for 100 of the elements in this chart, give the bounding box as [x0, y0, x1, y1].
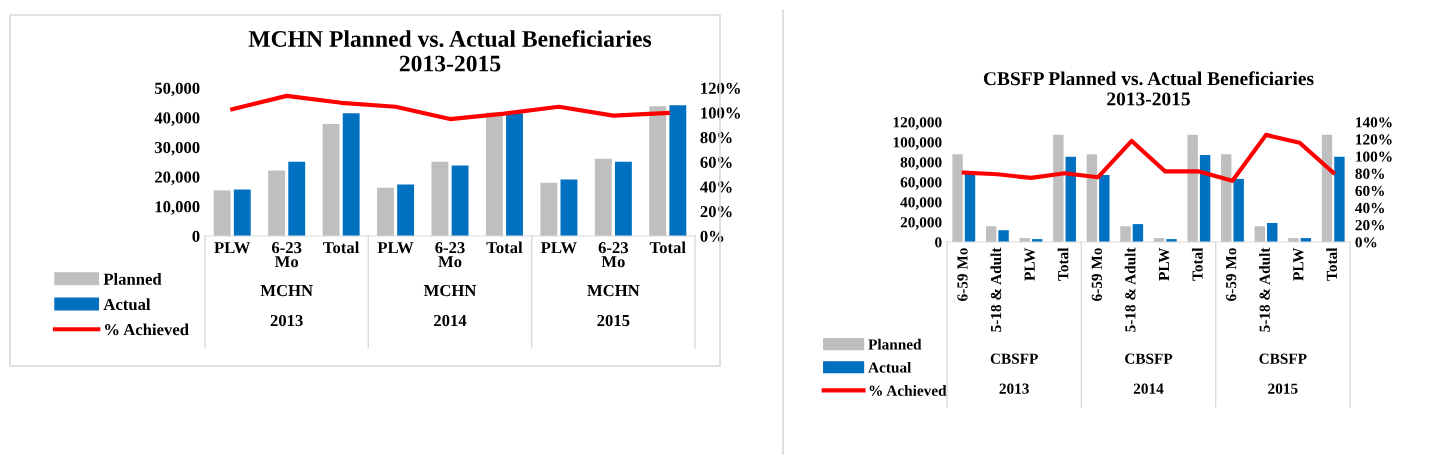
- x-tick-label: PLW: [1293, 247, 1304, 281]
- bar: [1099, 175, 1110, 242]
- y2-tick-label: 80%: [700, 132, 732, 144]
- x-tick-label: PLW: [1024, 247, 1035, 281]
- y-tick-label: 100,000: [893, 137, 942, 150]
- bar: [1132, 224, 1144, 242]
- bar: [342, 113, 360, 236]
- y2-tick-label: 40%: [700, 181, 732, 193]
- x-tick-label: Total: [486, 241, 523, 254]
- bar: [1199, 154, 1211, 242]
- bar: [1221, 154, 1232, 242]
- bar: [952, 154, 963, 242]
- bar: [1233, 178, 1244, 242]
- bar: [540, 182, 558, 236]
- bar: [268, 170, 286, 236]
- bar: [669, 105, 687, 236]
- y-tick-label: 0: [935, 237, 942, 248]
- y-tick-label: 0: [192, 230, 200, 242]
- y-tick-label: 50,000: [154, 82, 200, 97]
- chart-title: CBSFP Planned vs. Actual Beneficiaries 2013-2015: [983, 71, 1314, 106]
- bar: [377, 187, 394, 236]
- y2-tick-label: 40%: [1355, 202, 1384, 214]
- y-tick-label: 30,000: [154, 141, 200, 156]
- x-tick-label: 5-18 & Adult: [1259, 247, 1270, 332]
- bar: [1254, 226, 1266, 242]
- x-tick-label: PLW: [540, 242, 577, 254]
- x-tick-label: 5-18 & Adult: [1124, 247, 1136, 332]
- y2-tick-label: 60%: [1355, 185, 1384, 197]
- y2-tick-label: 0%: [1355, 237, 1377, 248]
- bar: [985, 226, 997, 242]
- x-tick-label: 5-18 & Adult: [990, 247, 1002, 332]
- y2-tick-label: 20%: [700, 206, 732, 218]
- text: MCHN: [587, 284, 640, 297]
- x-tick-label: 6-59 Mo: [1226, 248, 1237, 301]
- bar: [1053, 134, 1064, 242]
- x-tick-label: Total: [1191, 247, 1203, 281]
- text: 2015: [1268, 383, 1298, 394]
- bar: [1334, 156, 1345, 242]
- bar: [594, 158, 612, 236]
- bar: [233, 189, 251, 236]
- bar: [649, 106, 667, 236]
- y2-tick-label: 100%: [701, 107, 740, 119]
- bar: [560, 179, 578, 236]
- legend-label: % Achieved: [105, 323, 189, 336]
- bar: [998, 230, 1009, 242]
- bar: [397, 184, 415, 236]
- x-tick-label: 6-59 Mo: [1091, 248, 1102, 301]
- chart-title: MCHN Planned vs. Actual Beneficiaries 2013-2015: [248, 30, 652, 72]
- text: 2015: [597, 314, 630, 327]
- text: CBSFP: [1259, 353, 1307, 364]
- text: 2013: [270, 314, 303, 327]
- y2-tick-label: 100%: [1356, 151, 1392, 162]
- bar: [288, 161, 306, 236]
- legend-label: Actual: [868, 361, 912, 373]
- legend-label: Planned: [103, 273, 162, 285]
- bar: [1187, 134, 1198, 242]
- x-tick-label: 6-23 Mo: [271, 242, 302, 268]
- x-tick-label: Total: [323, 241, 360, 254]
- y-tick-label: 20,000: [155, 171, 200, 186]
- y2-tick-label: 0%: [700, 230, 724, 242]
- text: 2013: [999, 383, 1029, 394]
- x-tick-label: 6-59 Mo: [957, 248, 968, 301]
- x-tick-label: PLW: [377, 242, 414, 254]
- y-tick-label: 80,000: [900, 157, 942, 170]
- line-series: [961, 132, 1336, 183]
- y2-tick-label: 60%: [700, 156, 732, 168]
- y-tick-label: 20,000: [900, 217, 942, 230]
- bar: [1120, 226, 1131, 242]
- bar: [1086, 154, 1098, 242]
- x-tick-label: 6-23 Mo: [598, 242, 629, 268]
- y-tick-label: 40,000: [900, 197, 942, 210]
- bar: [431, 161, 449, 236]
- x-tick-label: Total: [1057, 247, 1069, 281]
- y-tick-label: 60,000: [900, 177, 942, 190]
- text: CBSFP: [1125, 353, 1173, 364]
- bar: [1321, 134, 1333, 242]
- bar: [1065, 156, 1076, 242]
- y2-tick-label: 20%: [1355, 220, 1384, 231]
- text: CBSFP: [990, 353, 1038, 364]
- line-series: [230, 93, 670, 122]
- x-tick-label: PLW: [1158, 247, 1170, 281]
- y-tick-label: 10,000: [155, 201, 200, 215]
- text: MCHN: [423, 284, 477, 297]
- bar: [213, 190, 231, 236]
- x-tick-label: PLW: [214, 242, 251, 254]
- y2-tick-label: 120%: [701, 82, 740, 94]
- legend-label: % Achieved: [869, 385, 947, 396]
- x-tick-label: 6-23 Mo: [435, 242, 465, 268]
- text: MCHN: [260, 284, 313, 297]
- legend-label: Planned: [868, 338, 922, 350]
- y2-tick-label: 80%: [1355, 168, 1384, 179]
- bar: [451, 165, 469, 236]
- y-tick-label: 120,000: [893, 117, 942, 130]
- text: 2014: [434, 314, 467, 327]
- y-tick-label: 40,000: [154, 112, 200, 126]
- bar: [506, 113, 523, 236]
- bar: [1267, 223, 1278, 242]
- y2-tick-label: 120%: [1356, 134, 1392, 145]
- text: 2014: [1133, 383, 1164, 394]
- bar: [322, 124, 340, 236]
